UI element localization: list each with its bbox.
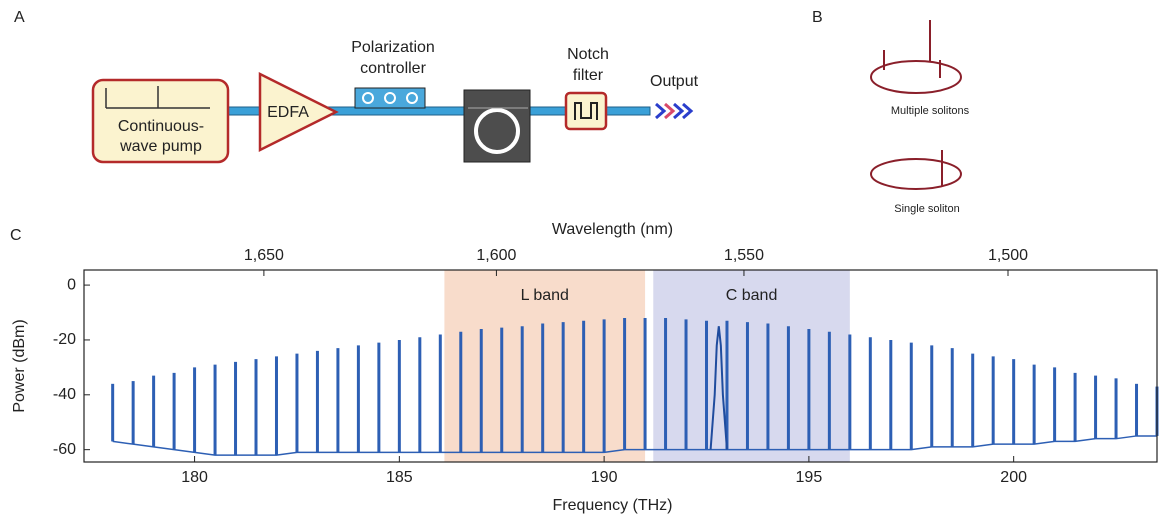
x-tick-label: 185 [386,469,413,486]
label: Continuous- [118,118,204,135]
y-axis-title: Power (dBm) [11,319,28,412]
y-tick-label: -60 [53,441,76,458]
x2-tick-label: 1,650 [244,247,284,264]
label: filter [573,67,604,84]
spectrum-chart: L band C band 0 -20 -40 -60 180 185 190 195 200 1,6… [11,221,1159,514]
label: wave pump [119,138,202,155]
y-tick-label: -40 [53,386,76,403]
x2-tick-label: 1,550 [724,247,764,264]
x-tick-label: 180 [181,469,208,486]
panel-label: C [10,227,22,244]
label: Notch [567,46,609,63]
x-tick-label: 190 [591,469,618,486]
label: controller [360,60,426,77]
panel-label: A [14,9,25,26]
x2-axis-title: Wavelength (nm) [552,221,673,238]
x2-tick-label: 1,500 [988,247,1028,264]
soliton-diagram: Multiple solitons Single soliton [870,20,970,215]
x-tick-label: 200 [1000,469,1027,486]
x2-tick-label: 1,600 [476,247,516,264]
pump-line [709,326,728,450]
band [444,270,646,462]
plot-frame [83,269,1158,463]
band-label: L band [521,287,569,304]
band-label: C band [726,287,778,304]
noise-floor [112,435,1157,456]
label: Single soliton [894,203,959,215]
x-tick-label: 195 [796,469,823,486]
label: Polarization [351,39,435,56]
y-tick-label: -20 [53,331,76,348]
y-tick-label: 0 [67,276,76,293]
panel-label: B [812,9,823,26]
label: Multiple solitons [891,105,970,117]
x-axis-title: Frequency (THz) [552,497,672,514]
label: Output [650,73,699,90]
setup-diagram: Continuous- wave pump EDFA Polarization … [91,39,699,164]
label: EDFA [267,104,309,121]
